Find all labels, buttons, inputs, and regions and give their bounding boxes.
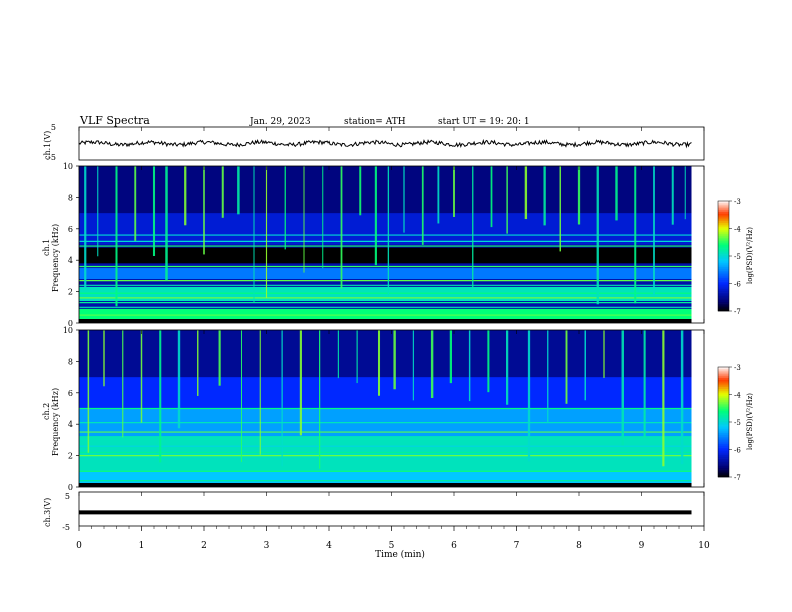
start-time-label: start UT = 19: 20: 1 <box>438 117 530 127</box>
ch1-spectrogram-ytick-label: 8 <box>68 193 73 202</box>
ch1-ytick-top: 5 <box>51 123 56 132</box>
ch2-spectrogram-band <box>79 330 692 378</box>
ch1-spectrogram-ytick-label: 6 <box>68 225 73 234</box>
ch1-spectrogram-channel-label: ch.1 <box>42 239 51 256</box>
ch1-spectrogram-ytick-label: 2 <box>68 288 73 297</box>
ch1-spectrogram-band <box>79 247 692 264</box>
ch1-spectrogram-ytick-label: 4 <box>68 256 73 265</box>
ch2-spectrogram-band <box>79 377 692 409</box>
ch1-voltage-line <box>78 138 692 149</box>
chart-title: VLF Spectra <box>79 114 150 127</box>
ch2-spectrogram-band <box>79 471 692 484</box>
ch1-spectrogram <box>79 166 704 323</box>
ch1-voltage-trace <box>78 127 705 149</box>
ch1-spectrogram-ytick-label: 10 <box>63 162 73 171</box>
ch2-spectrogram-band <box>79 436 692 472</box>
ch1-spectrogram-band <box>79 213 692 245</box>
ch1-spectrogram-yticks: 0 2 4 6 8 10 <box>63 162 705 328</box>
ch1-spectrogram-band <box>79 268 692 280</box>
ch2-spectrogram <box>79 330 704 487</box>
date-label: Jan. 29, 2023 <box>249 117 311 127</box>
ch1-spectrogram-band <box>79 308 692 320</box>
ch1-spectrogram-ytick-label: 0 <box>68 319 73 328</box>
ch1-spectrogram-ylabel: Frequency (kHz) <box>51 224 60 292</box>
station-label: station= ATH <box>344 117 406 127</box>
ch1-spectrogram-base <box>79 319 692 323</box>
ch1-spectrogram-blank <box>691 166 704 323</box>
ch1-voltage-ylabel: ch.1(V) <box>43 131 52 160</box>
ch1-ytick-bottom: -5 <box>48 153 56 162</box>
ch1-spectrogram-band <box>79 166 692 214</box>
